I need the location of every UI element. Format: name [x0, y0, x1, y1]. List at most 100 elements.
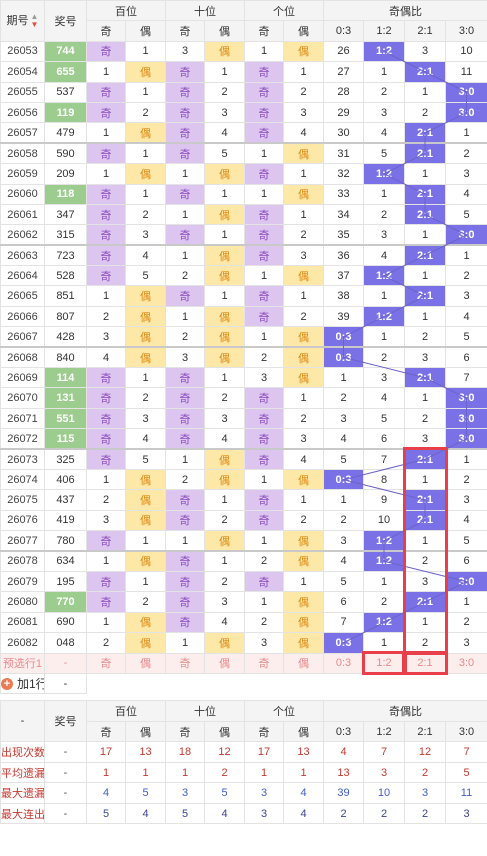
miss-count: 5 [445, 530, 487, 552]
preselect-unit-odd[interactable]: 奇 [244, 652, 284, 674]
miss-count: 2 [204, 570, 245, 593]
table-row: 26077 780 奇 1 1 偶 1 偶 3 1:2 1 5 [0, 530, 487, 552]
preselect-ten-even[interactable]: 偶 [204, 652, 245, 674]
issue-cell: 26078 [0, 550, 45, 572]
miss-count: 3 [204, 407, 245, 430]
even-mark: 偶 [204, 305, 245, 328]
miss-count: 2 [445, 142, 487, 165]
table-row: 26074 406 1 偶 2 偶 1 偶 0:3 8 1 2 [0, 468, 487, 491]
miss-count: 3 [323, 530, 364, 552]
miss-count: 4 [125, 244, 166, 267]
stats-value: 2 [363, 802, 405, 825]
miss-count: 10 [363, 509, 405, 532]
table-row: 26056 119 奇 2 奇 3 奇 3 29 3 2 3:0 [0, 101, 487, 124]
miss-count: 3 [283, 428, 324, 450]
ratio-mark: 2:1 [404, 509, 446, 532]
odd-mark: 奇 [244, 101, 284, 124]
odd-mark: 奇 [244, 61, 284, 83]
hundred-even-header: 偶 [125, 20, 166, 42]
preselect-hundred-odd[interactable]: 奇 [86, 652, 126, 674]
stats-award: - [44, 761, 87, 784]
preselect-unit-even[interactable]: 偶 [283, 652, 324, 674]
table-row: 26082 048 2 偶 1 偶 3 偶 0:3 1 2 3 [0, 632, 487, 654]
miss-count: 5 [125, 448, 166, 470]
even-mark: 偶 [125, 326, 166, 348]
preselect-ratio-2-1[interactable]: 2:1 [404, 652, 446, 674]
stats-value: 5 [445, 761, 487, 784]
odd-mark: 奇 [86, 367, 126, 389]
even-mark: 偶 [204, 265, 245, 287]
stats-value: 4 [125, 802, 166, 825]
miss-count: 1 [86, 285, 126, 307]
issue-cell: 26067 [0, 326, 45, 348]
preselect-ten-odd[interactable]: 奇 [165, 652, 205, 674]
miss-count: 4 [445, 305, 487, 328]
miss-count: 2 [404, 326, 446, 348]
stats-value: 4 [283, 802, 324, 825]
miss-count: 4 [204, 122, 245, 144]
miss-count: 26 [323, 40, 364, 63]
stats-value: 11 [445, 782, 487, 804]
miss-count: 4 [125, 428, 166, 450]
stats-value: 4 [204, 802, 245, 825]
miss-count: 1 [445, 591, 487, 613]
preselect-ratio-0-3[interactable]: 0:3 [323, 652, 364, 674]
ratio-mark: 3:0 [445, 428, 487, 450]
miss-count: 5 [125, 265, 166, 287]
odd-mark: 奇 [244, 448, 284, 470]
ratio-mark: 2:1 [404, 61, 446, 83]
miss-count: 3 [445, 163, 487, 185]
miss-count: 3 [204, 591, 245, 613]
add-row-cell[interactable]: + 加1行 [0, 672, 45, 695]
sort-icon[interactable]: ▲ ▼ [30, 12, 39, 30]
stats-ten-even: 偶 [204, 720, 245, 743]
plus-icon: + [1, 677, 13, 690]
miss-count: 1 [244, 468, 284, 491]
miss-count: 1 [204, 367, 245, 389]
miss-count: 1 [283, 163, 324, 185]
even-mark: 偶 [204, 346, 245, 369]
add-row-button[interactable]: + 加1行 [1, 675, 44, 692]
miss-count: 1 [404, 305, 446, 328]
miss-count: 2 [125, 591, 166, 613]
miss-count: 6 [445, 550, 487, 572]
add-row-label: 加1行 [17, 677, 44, 692]
miss-count: 37 [323, 265, 364, 287]
even-mark: 偶 [125, 61, 166, 83]
preselect-ratio-1-2[interactable]: 1:2 [363, 652, 405, 674]
miss-count: 1 [86, 163, 126, 185]
odd-mark: 奇 [165, 122, 205, 144]
miss-count: 2 [244, 550, 284, 572]
stats-row: 最大连出 -5 4 5 4 3 4 2 2 2 3 [0, 802, 487, 825]
miss-count: 1 [363, 632, 405, 654]
stats-value: 13 [283, 741, 324, 763]
miss-count: 1 [125, 81, 166, 103]
miss-count: 36 [323, 244, 364, 267]
preselect-hundred-even[interactable]: 偶 [125, 652, 166, 674]
issue-header[interactable]: 期号 ▲ ▼ [0, 0, 45, 42]
odd-mark: 奇 [244, 570, 284, 593]
miss-count: 1 [165, 530, 205, 552]
miss-count: 4 [323, 428, 364, 450]
miss-count: 4 [445, 509, 487, 532]
odd-mark: 奇 [86, 40, 126, 63]
issue-cell: 26064 [0, 265, 45, 287]
odd-mark: 奇 [165, 428, 205, 450]
table-row: 26081 690 1 偶奇 4 2 偶 7 1:2 1 2 [0, 611, 487, 634]
miss-count: 4 [283, 448, 324, 470]
stats-hundred-even: 偶 [125, 720, 166, 743]
miss-count: 29 [323, 101, 364, 124]
stats-unit-even: 偶 [283, 720, 324, 743]
miss-count: 38 [323, 285, 364, 307]
miss-count: 3 [404, 570, 446, 593]
miss-count: 1 [283, 387, 324, 409]
miss-count: 1 [125, 183, 166, 205]
ratio-mark: 2:1 [404, 448, 446, 470]
stats-value: 2 [404, 802, 446, 825]
preselect-ratio-3-0[interactable]: 3:0 [445, 652, 487, 674]
miss-count: 1 [165, 632, 205, 654]
stats-value: 1 [165, 761, 205, 784]
odd-mark: 奇 [244, 285, 284, 307]
stats-ratio-header: 奇偶比 [323, 700, 487, 722]
stats-value: 1 [86, 761, 126, 784]
